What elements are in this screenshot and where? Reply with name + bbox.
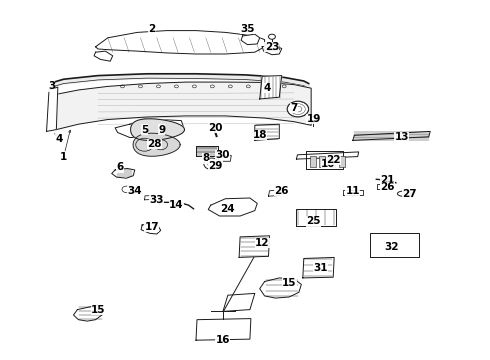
Text: 28: 28 — [147, 139, 162, 149]
Text: 4: 4 — [263, 83, 271, 93]
Polygon shape — [262, 45, 282, 55]
Circle shape — [269, 34, 275, 39]
Text: 21: 21 — [380, 175, 394, 185]
Polygon shape — [353, 131, 430, 140]
Text: 31: 31 — [314, 263, 328, 273]
Polygon shape — [260, 278, 301, 298]
Text: 20: 20 — [208, 123, 223, 133]
Text: 2: 2 — [148, 24, 155, 34]
Text: 6: 6 — [117, 162, 123, 172]
Text: 34: 34 — [127, 186, 142, 196]
Text: 15: 15 — [91, 305, 105, 315]
Circle shape — [309, 117, 317, 122]
Text: 18: 18 — [252, 130, 267, 140]
Polygon shape — [133, 133, 180, 156]
Text: 26: 26 — [380, 182, 394, 192]
Text: 4: 4 — [55, 134, 63, 144]
Polygon shape — [265, 43, 279, 51]
Polygon shape — [74, 305, 103, 321]
Ellipse shape — [397, 191, 411, 196]
Polygon shape — [96, 31, 265, 54]
Polygon shape — [47, 87, 58, 131]
Polygon shape — [131, 119, 184, 140]
Bar — [339, 156, 345, 167]
Polygon shape — [269, 190, 280, 196]
Polygon shape — [141, 223, 161, 234]
Text: 23: 23 — [265, 42, 279, 52]
Polygon shape — [255, 124, 279, 140]
Circle shape — [287, 101, 309, 117]
Text: 26: 26 — [274, 186, 289, 196]
Text: 22: 22 — [326, 155, 341, 165]
Text: 11: 11 — [345, 186, 360, 196]
Polygon shape — [306, 151, 343, 169]
Polygon shape — [260, 76, 282, 99]
Text: 5: 5 — [141, 125, 148, 135]
Text: 14: 14 — [169, 200, 184, 210]
Polygon shape — [296, 152, 359, 159]
Text: 24: 24 — [220, 204, 235, 214]
Polygon shape — [241, 34, 260, 45]
Text: 16: 16 — [216, 335, 230, 345]
Text: 10: 10 — [321, 159, 336, 169]
Text: 13: 13 — [394, 132, 409, 142]
Polygon shape — [128, 187, 140, 192]
Bar — [319, 156, 325, 167]
Text: 9: 9 — [158, 125, 165, 135]
Bar — [310, 156, 316, 167]
Text: 30: 30 — [216, 150, 230, 160]
Polygon shape — [112, 168, 135, 178]
Polygon shape — [223, 293, 255, 311]
Polygon shape — [115, 119, 184, 138]
Text: 8: 8 — [202, 153, 209, 163]
Polygon shape — [296, 209, 336, 226]
Polygon shape — [196, 319, 251, 340]
Polygon shape — [218, 156, 231, 161]
Text: 27: 27 — [402, 189, 416, 199]
Circle shape — [204, 158, 220, 170]
Text: 29: 29 — [208, 161, 223, 171]
Polygon shape — [303, 257, 334, 278]
Text: 19: 19 — [306, 114, 321, 124]
Polygon shape — [208, 198, 257, 216]
Text: 17: 17 — [145, 222, 159, 232]
Polygon shape — [94, 51, 113, 61]
Polygon shape — [343, 190, 363, 195]
Polygon shape — [370, 233, 419, 257]
Text: 12: 12 — [255, 238, 270, 248]
Polygon shape — [56, 82, 311, 130]
Text: 15: 15 — [282, 278, 296, 288]
Polygon shape — [239, 236, 270, 257]
Polygon shape — [377, 184, 392, 189]
Text: 1: 1 — [60, 152, 67, 162]
Circle shape — [122, 186, 131, 193]
Text: 3: 3 — [48, 81, 55, 91]
Text: 33: 33 — [149, 195, 164, 205]
Bar — [329, 156, 335, 167]
Text: 35: 35 — [240, 24, 255, 34]
Polygon shape — [145, 195, 155, 200]
Polygon shape — [196, 146, 218, 156]
Text: 32: 32 — [385, 242, 399, 252]
Text: 7: 7 — [290, 103, 298, 113]
Text: 25: 25 — [306, 216, 321, 226]
